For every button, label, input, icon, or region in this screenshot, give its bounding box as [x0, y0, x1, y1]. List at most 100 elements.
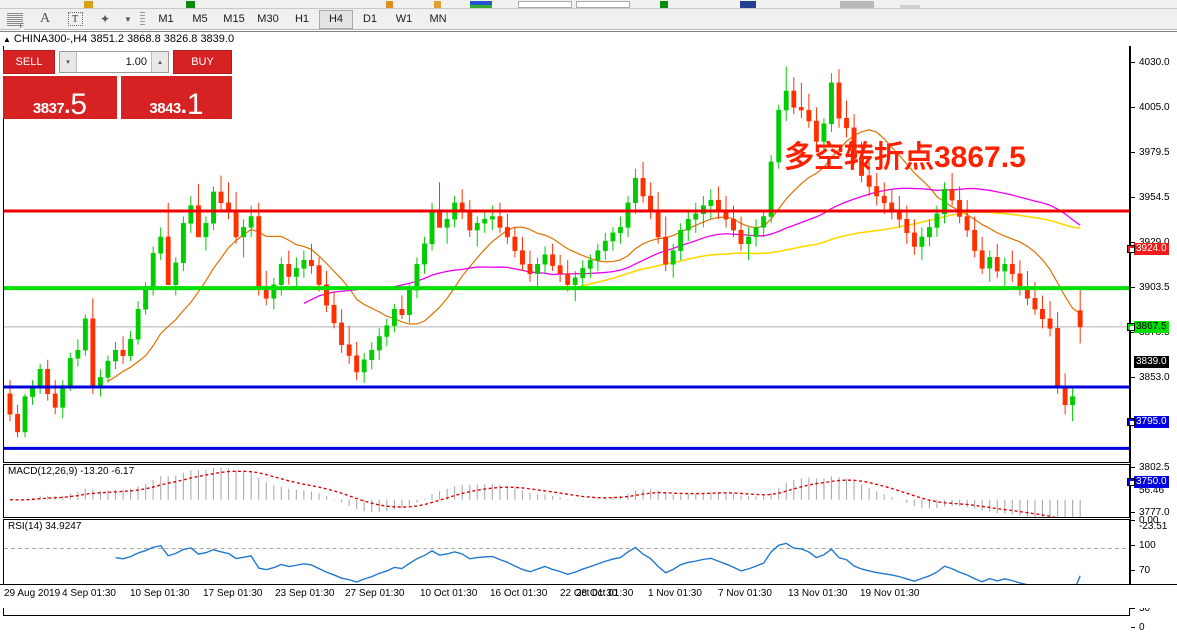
time-axis-label: 19 Nov 01:30 [860, 588, 920, 599]
time-axis-label: 16 Oct 01:30 [490, 588, 548, 599]
time-axis-label: 27 Sep 01:30 [345, 588, 405, 599]
volume-stepper[interactable]: ▾ 1.00 ▴ [59, 51, 169, 73]
crosshair-f-icon[interactable] [0, 9, 30, 30]
blue-marker-icon[interactable] [740, 1, 756, 8]
macd-plot[interactable]: MACD(12,26,9) -13.20 -6.17 [3, 464, 1130, 518]
trade-buttons-row: SELL ▾ 1.00 ▴ BUY [3, 50, 232, 74]
input-field-b[interactable] [576, 1, 630, 8]
support-price-label-marker [1127, 418, 1135, 426]
support2-price-label-marker [1127, 478, 1135, 486]
folder-icon[interactable] [84, 1, 93, 8]
volume-increment-icon[interactable]: ▴ [151, 52, 168, 72]
axis-tick-mark [1131, 377, 1135, 378]
last-price-label[interactable]: 3839.0 [1134, 356, 1169, 368]
orange-dot-icon[interactable] [386, 1, 393, 8]
input-field-a[interactable] [518, 1, 572, 8]
bar-chart-icon[interactable] [470, 1, 492, 8]
axis-tick-label: 3979.5 [1139, 147, 1170, 158]
sell-price-fraction: 5 [70, 87, 88, 119]
axis-tick-mark [1131, 62, 1135, 63]
symbol-ohlc-text: CHINA300-,H4 3851.2 3868.8 3826.8 3839.0 [13, 33, 235, 45]
tab-m15[interactable]: M15 [223, 13, 245, 25]
time-axis-label: 28 Oct 01:30 [576, 588, 634, 599]
axis-tick-label: 4030.0 [1139, 57, 1170, 68]
resistance-price-label[interactable]: 3924.0 [1134, 243, 1169, 255]
axis-tick-mark [1131, 242, 1135, 243]
price-axis[interactable]: 4030.04005.03979.53954.53929.03903.53878… [1127, 46, 1177, 633]
time-axis-label: 13 Nov 01:30 [788, 588, 848, 599]
axis-tick-mark [1131, 287, 1135, 288]
macd-svg [9, 467, 1081, 517]
time-axis-label: 23 Sep 01:30 [275, 588, 335, 599]
tab-d1[interactable]: D1 [362, 13, 378, 25]
tab-m30[interactable]: M30 [257, 13, 279, 25]
axis-tick-mark [1131, 197, 1135, 198]
resistance-price-label-marker [1127, 245, 1135, 253]
time-axis[interactable]: 29 Aug 2019 4 Sep 01:30 10 Sep 01:30 17 Sep… [0, 5, 1177, 608]
chart-annotation-text: 多空转折点3867.5 [784, 141, 1026, 174]
rsi-tick-mark [1131, 570, 1135, 571]
rsi-tick-label: 0 [1139, 622, 1145, 633]
collapse-triangle-icon[interactable]: ▲ [3, 35, 11, 44]
time-axis-label: 10 Sep 01:30 [130, 588, 190, 599]
sell-price-display[interactable]: 3837. 5 [3, 76, 117, 119]
axis-tick-label: 3954.5 [1139, 192, 1170, 203]
gray-slider-icon[interactable] [840, 1, 874, 8]
buy-price-fraction: 1 [186, 87, 204, 119]
buy-price-display[interactable]: 3843. 1 [121, 76, 232, 119]
macd-tick-label: 0.00 [1139, 515, 1159, 526]
axis-tick-label: 3777.0 [1139, 507, 1170, 518]
rsi-label: RSI(14) 34.9247 [8, 521, 82, 532]
symbol-info-bar: ▲ CHINA300-,H4 3851.2 3868.8 3826.8 3839.… [0, 32, 1130, 46]
time-axis-label: 22 Oct 01:30 [560, 588, 618, 599]
pivot-price-label-marker [1127, 323, 1135, 331]
tab-w1[interactable]: W1 [395, 13, 413, 25]
axis-tick-mark [1131, 107, 1135, 108]
time-axis-label: 4 Sep 01:30 [62, 588, 116, 599]
tab-h1[interactable]: H1 [294, 13, 310, 25]
chart-area[interactable]: ▲ CHINA300-,H4 3851.2 3868.8 3826.8 3839.… [0, 31, 1177, 633]
rsi-tick-label: 70 [1139, 565, 1151, 576]
text-label-icon[interactable]: A [39, 11, 51, 26]
candlestick-svg [4, 66, 1129, 450]
rsi-tick-mark [1131, 627, 1135, 628]
rsi-tick-mark [1131, 608, 1135, 609]
macd-label: MACD(12,26,9) -13.20 -6.17 [8, 466, 135, 477]
buy-price-integer: 3843 [149, 100, 181, 117]
support2-price-label[interactable]: 3750.0 [1134, 476, 1169, 488]
support-price-label[interactable]: 3795.0 [1134, 416, 1169, 428]
orange-dot2-icon[interactable] [434, 1, 441, 8]
buy-button[interactable]: BUY [173, 50, 232, 74]
time-axis-label: 29 Aug 2019 [4, 588, 61, 599]
dropdown-arrow-icon[interactable]: ▼ [124, 14, 132, 24]
green-square-icon[interactable] [186, 1, 195, 8]
top-toolbar-strip[interactable] [0, 0, 1177, 9]
macd-zero-tick [1131, 520, 1135, 521]
pivot-price-label[interactable]: 3867.5 [1134, 321, 1169, 333]
drawing-toolbar[interactable]: A T ✦ ▼ M1 M5 M15 M30 H1 H4 D1 W1 MN [0, 9, 1177, 30]
buy-price-dot: . [180, 93, 187, 119]
tab-m1[interactable]: M1 [158, 13, 174, 25]
text-box-icon[interactable]: T [60, 9, 90, 29]
toolbar-grip[interactable] [140, 11, 145, 27]
axis-tick-label: 3903.5 [1139, 282, 1170, 293]
green-marker-icon[interactable] [660, 1, 668, 8]
one-click-trading-panel[interactable]: SELL ▾ 1.00 ▴ BUY 3837. 5 3843. 1 [3, 50, 232, 119]
sell-price-integer: 3837 [32, 100, 65, 117]
tab-h4[interactable]: H4 [319, 9, 353, 29]
axis-tick-label: 3802.5 [1139, 462, 1170, 473]
axis-tick-label: 3929.0 [1139, 238, 1170, 248]
time-axis-label: 1 Nov 01:30 [648, 588, 702, 599]
rsi-tick-label: 100 [1139, 540, 1156, 551]
volume-input[interactable]: 1.00 [125, 56, 147, 68]
axis-tick-mark [1131, 332, 1135, 333]
axis-tick-mark [1131, 152, 1135, 153]
tab-mn[interactable]: MN [429, 13, 447, 25]
metatrader-chart-window: A T ✦ ▼ M1 M5 M15 M30 H1 H4 D1 W1 MN ▲CH… [0, 0, 1177, 608]
volume-decrement-icon[interactable]: ▾ [60, 52, 77, 72]
scroll-indicator[interactable] [900, 5, 920, 8]
sell-button[interactable]: SELL [3, 50, 55, 74]
objects-icon[interactable]: ✦ [99, 12, 111, 26]
tab-m5[interactable]: M5 [192, 13, 208, 25]
axis-tick-mark [1131, 467, 1135, 468]
